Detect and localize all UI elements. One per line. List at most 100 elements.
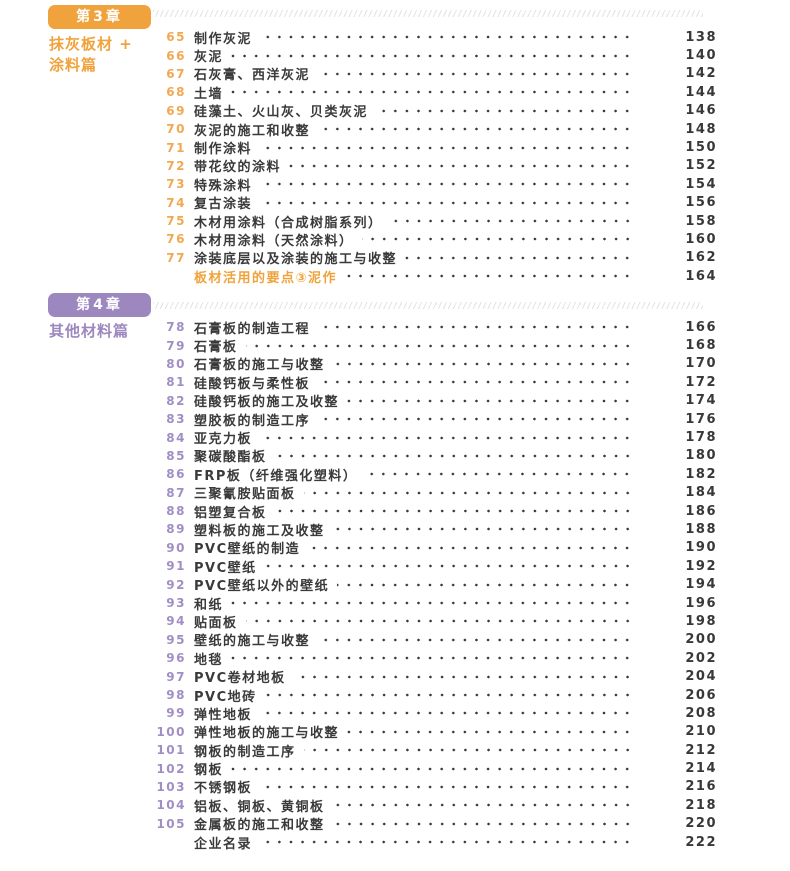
entry-page: 186 bbox=[685, 503, 717, 519]
entry-number: 94 bbox=[166, 614, 186, 629]
dot-leader bbox=[361, 230, 633, 249]
dot-leader bbox=[231, 649, 633, 668]
toc-row: 77 涂装底层以及涂装的施工与收整 162 bbox=[150, 248, 717, 268]
entry-title: PVC地砖 bbox=[194, 689, 257, 705]
entry-page: 170 bbox=[685, 356, 717, 372]
dot-leader bbox=[303, 740, 633, 760]
entry-number: 79 bbox=[166, 338, 186, 353]
dot-leader bbox=[303, 483, 633, 502]
toc-row: 板材活用的要点③泥作 164 bbox=[150, 267, 717, 286]
toc-row: 83 塑胶板的制造工序 176 bbox=[150, 409, 717, 429]
entry-page: 216 bbox=[685, 779, 717, 795]
entry-page: 202 bbox=[685, 650, 717, 666]
entry-title: 涂装底层以及涂装的施工与收整 bbox=[194, 252, 398, 268]
entry-title: 和纸 bbox=[194, 597, 224, 613]
entry-page: 184 bbox=[685, 485, 717, 501]
dot-leader bbox=[332, 520, 633, 539]
toc-list: 78 石膏板的制造工程 166 79 石膏板 168 80 石膏板的施工与收整 170 81 硅酸钙… bbox=[150, 318, 717, 852]
entry-page: 154 bbox=[685, 176, 717, 192]
entry-title: 灰泥的施工和收整 bbox=[194, 123, 311, 139]
dot-leader bbox=[345, 267, 633, 286]
entry-title: 硅酸钙板与柔性板 bbox=[194, 376, 311, 392]
entry-number: 70 bbox=[166, 122, 186, 137]
dot-leader bbox=[264, 685, 633, 705]
entry-title: 壁纸的施工与收整 bbox=[194, 634, 311, 650]
toc-row: 89 塑料板的施工及收整 188 bbox=[150, 520, 717, 539]
entry-number: 72 bbox=[166, 158, 186, 173]
toc-row: 98 PVC地砖 206 bbox=[150, 685, 717, 705]
entry-number: 97 bbox=[166, 669, 186, 684]
toc-row: 87 三聚氰胺贴面板 184 bbox=[150, 483, 717, 503]
entry-number: 86 bbox=[166, 467, 186, 482]
entry-page: 174 bbox=[685, 393, 717, 409]
entry-title: 贴面板 bbox=[194, 615, 238, 631]
dot-leader bbox=[318, 119, 633, 139]
entry-title: 石膏板的施工与收整 bbox=[194, 358, 325, 374]
entry-number: 89 bbox=[166, 522, 186, 537]
dot-leader bbox=[260, 138, 633, 157]
entry-title: 石膏板的制造工程 bbox=[194, 321, 311, 337]
toc-row: 76 木材用涂料（天然涂料） 160 bbox=[150, 230, 717, 249]
entry-number: 88 bbox=[166, 504, 186, 519]
entry-title: 亚克力板 bbox=[194, 432, 253, 448]
entry-number: 100 bbox=[156, 724, 186, 739]
toc-row: 94 贴面板 198 bbox=[150, 612, 717, 631]
dot-leader bbox=[231, 46, 633, 65]
entry-title: 弹性地板 bbox=[194, 707, 253, 723]
chapter-title: 其他材料篇 bbox=[49, 321, 159, 342]
entry-page: 208 bbox=[685, 705, 717, 721]
toc-row: 97 PVC卷材地板 204 bbox=[150, 667, 717, 686]
entry-title: 弹性地板的施工与收整 bbox=[194, 726, 340, 742]
toc-row: 72 带花纹的涂料 152 bbox=[150, 156, 717, 176]
toc-row: 92 PVC壁纸以外的壁纸 194 bbox=[150, 575, 717, 595]
entry-page: 160 bbox=[685, 231, 717, 247]
entry-page: 138 bbox=[685, 29, 717, 45]
toc-row: 104 铝板、铜板、黄铜板 218 bbox=[150, 796, 717, 815]
dot-leader bbox=[332, 814, 633, 833]
entry-number: 99 bbox=[166, 706, 186, 721]
entry-title: FRP板（纤维强化塑料） bbox=[194, 468, 358, 484]
entry-title: 石膏板 bbox=[194, 340, 238, 356]
entry-number: 80 bbox=[166, 356, 186, 371]
entry-title: 三聚氰胺贴面板 bbox=[194, 487, 296, 503]
entry-title: 地毯 bbox=[194, 652, 224, 668]
entry-number: 91 bbox=[166, 559, 186, 574]
entry-title: 木材用涂料（合成树脂系列） bbox=[194, 215, 383, 231]
dot-leader bbox=[260, 428, 633, 447]
entry-title: 带花纹的涂料 bbox=[194, 160, 282, 176]
entry-page: 220 bbox=[685, 816, 717, 832]
toc-row: 79 石膏板 168 bbox=[150, 336, 717, 356]
chapter-title: 抹灰板材 + 涂料篇 bbox=[49, 34, 159, 76]
entry-title: 土墙 bbox=[194, 86, 224, 102]
entry-number: 92 bbox=[166, 577, 186, 592]
dot-leader bbox=[332, 796, 633, 815]
entry-title: 铝塑复合板 bbox=[194, 505, 267, 521]
entry-number: 85 bbox=[166, 448, 186, 463]
entry-page: 180 bbox=[685, 448, 717, 464]
toc-row: 80 石膏板的施工与收整 170 bbox=[150, 354, 717, 374]
entry-title: 企业名录 bbox=[194, 836, 253, 852]
entry-title: 制作灰泥 bbox=[194, 31, 253, 47]
entry-page: 176 bbox=[685, 411, 717, 427]
hatch-pattern-band bbox=[153, 302, 703, 309]
entry-number: 71 bbox=[166, 140, 186, 155]
entry-page: 166 bbox=[685, 319, 717, 335]
entry-page: 144 bbox=[685, 84, 717, 100]
dot-leader bbox=[260, 193, 633, 212]
dot-leader bbox=[318, 318, 633, 337]
entry-page: 190 bbox=[685, 540, 717, 556]
entry-title: 灰泥 bbox=[194, 50, 224, 66]
entry-number: 102 bbox=[156, 761, 186, 776]
entry-title: PVC壁纸以外的壁纸 bbox=[194, 579, 330, 595]
toc-row: 99 弹性地板 208 bbox=[150, 704, 717, 723]
entry-title: 板材活用的要点③泥作 bbox=[194, 270, 338, 286]
dot-leader bbox=[318, 373, 633, 392]
dot-leader bbox=[260, 28, 633, 47]
toc-row: 105 金属板的施工和收整 220 bbox=[150, 814, 717, 833]
dot-leader bbox=[264, 557, 633, 576]
dot-leader bbox=[318, 64, 633, 84]
entry-number: 105 bbox=[156, 816, 186, 831]
entry-number: 103 bbox=[156, 779, 186, 794]
entry-number: 104 bbox=[156, 798, 186, 813]
entry-number: 90 bbox=[166, 540, 186, 555]
